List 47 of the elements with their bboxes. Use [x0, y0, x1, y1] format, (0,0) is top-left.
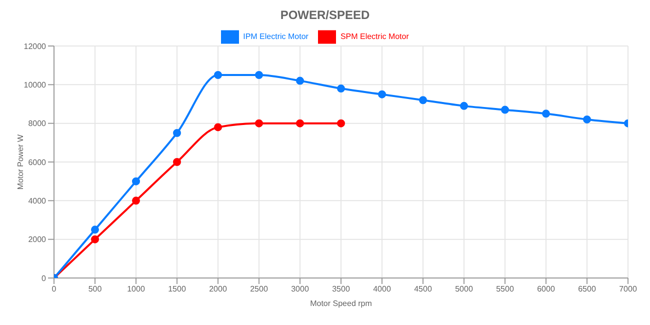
point	[296, 76, 304, 85]
point	[173, 158, 181, 166]
point	[214, 123, 222, 132]
y-axis-title: Motor Power W	[16, 134, 25, 190]
x-tick-label: 500	[88, 284, 102, 294]
legend-label: IPM Electric Motor	[243, 32, 308, 42]
x-tick-label: 2000	[209, 284, 228, 294]
point	[583, 115, 591, 124]
x-tick-label: 4500	[414, 284, 432, 294]
x-tick-label: 6000	[537, 284, 556, 294]
y-tick-label: 2000	[28, 235, 47, 244]
legend-label: SPM Electric Motor	[340, 32, 409, 42]
point	[337, 119, 345, 128]
point	[337, 84, 345, 93]
point	[132, 177, 140, 186]
chart-title: POWER/SPEED	[279, 8, 371, 24]
point	[378, 90, 386, 98]
x-tick-label: 0	[52, 284, 57, 294]
y-tick-label: 6000	[28, 158, 47, 167]
point	[255, 71, 263, 79]
point	[542, 110, 550, 118]
x-tick-label: 1000	[127, 284, 146, 294]
point	[132, 196, 140, 205]
y-tick-label: 0	[42, 274, 47, 283]
point	[173, 129, 181, 137]
x-tick-label: 3500	[332, 284, 350, 294]
point	[91, 226, 99, 234]
x-tick-label: 5500	[496, 284, 514, 294]
point	[255, 119, 263, 128]
x-tick-label: 2500	[250, 284, 268, 294]
x-tick-label: 1500	[168, 284, 186, 294]
y-tick-label: 8000	[28, 119, 47, 128]
x-tick-label: 5000	[455, 284, 474, 294]
point	[419, 96, 427, 104]
point	[91, 235, 99, 244]
x-tick-label: 7000	[619, 284, 638, 294]
x-tick-label: 3000	[291, 284, 310, 294]
x-axis-title: Motor Speed rpm	[310, 299, 372, 308]
y-tick-label: 12000	[24, 42, 47, 51]
y-tick-label: 4000	[28, 196, 47, 206]
y-tick-label: 10000	[24, 80, 47, 90]
x-tick-label: 4000	[373, 284, 392, 294]
point	[214, 71, 222, 79]
point	[460, 102, 468, 110]
point	[501, 106, 509, 114]
x-tick-label: 6500	[578, 284, 596, 294]
point	[296, 119, 304, 128]
